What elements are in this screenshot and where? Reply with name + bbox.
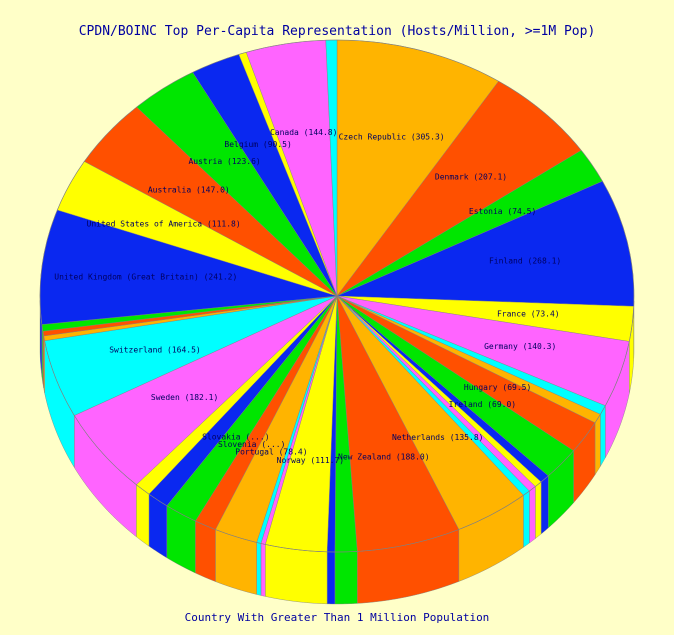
slice-label-31: United Kingdom (Great Britain) (241.2)	[54, 272, 237, 281]
pie-side-25	[136, 484, 150, 547]
x-axis-label: Country With Greater Than 1 Million Popu…	[184, 611, 490, 624]
slice-label-9: Ireland (69.0)	[449, 400, 516, 409]
pie-side-6	[600, 404, 606, 468]
pie-side-19	[260, 543, 266, 597]
pie-outline	[39, 39, 635, 553]
slice-label-2: Estonia (74.5)	[469, 207, 536, 216]
pie-labels: Czech Republic (305.3) Denmark (207.1) Est…	[54, 128, 561, 465]
slice-label-0: Czech Republic (305.3)	[339, 132, 445, 141]
slice-label-21: Portugal (78.4)	[235, 448, 307, 457]
slice-label-15: New Zealand (188.0)	[338, 452, 430, 461]
pie-side-22	[195, 520, 216, 582]
pie-side-20	[256, 542, 262, 596]
slice-label-37: Canada (144.8)	[270, 128, 337, 137]
pie-sides	[39, 300, 635, 605]
pie-side-10	[540, 475, 549, 535]
chart-title: CPDN/BOINC Top Per-Capita Representation…	[78, 24, 596, 39]
slice-label-22: Slovenia (...)	[218, 440, 285, 449]
slice-label-34: Austria (123.6)	[188, 157, 260, 166]
pie-side-12	[529, 486, 536, 544]
slice-label-26: Sweden (182.1)	[151, 393, 218, 402]
pie-side-16	[334, 551, 358, 605]
slice-label-27: Switzerland (164.5)	[109, 345, 201, 354]
pie-top	[39, 39, 635, 553]
slice-label-32: United States of America (111.8)	[87, 220, 241, 229]
slice-label-8: Hungary (69.5)	[464, 383, 531, 392]
pie-side-18	[265, 544, 328, 605]
slice-label-5: Germany (140.3)	[484, 342, 556, 351]
pie-side-7	[594, 413, 601, 476]
pie-side-11	[535, 481, 542, 539]
slice-label-23: Slovakia (...)	[202, 433, 269, 442]
slice-label-35: Belgium (90.5)	[224, 140, 291, 149]
pie-side-17	[326, 551, 336, 605]
slice-label-4: France (73.4)	[497, 310, 560, 319]
pie-side-13	[523, 490, 530, 548]
slice-label-33: Australia (147.0)	[148, 186, 230, 195]
slice-label-18: Norway (111.7)	[277, 456, 344, 465]
slice-label-14: Netherlands (135.8)	[392, 433, 484, 442]
slice-label-3: Finland (268.1)	[489, 257, 561, 266]
slice-label-1: Denmark (207.1)	[435, 173, 507, 182]
